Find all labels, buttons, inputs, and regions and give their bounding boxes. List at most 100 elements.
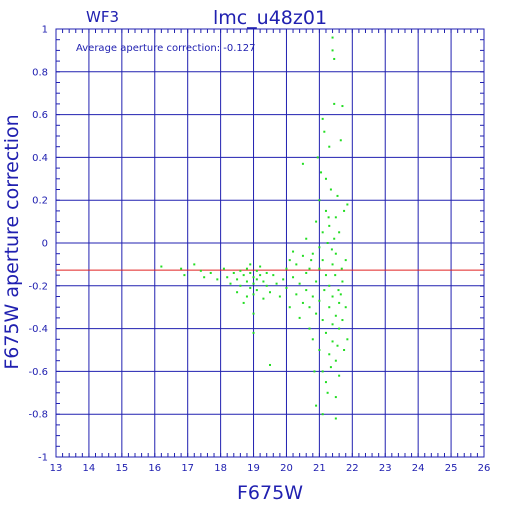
x-tick-label: 13	[50, 463, 63, 474]
data-point	[338, 327, 341, 330]
data-point	[324, 274, 327, 277]
data-point	[236, 291, 239, 294]
data-point	[315, 312, 318, 315]
data-point	[328, 284, 331, 287]
data-point	[336, 344, 339, 347]
data-point	[323, 130, 326, 133]
data-point	[232, 271, 235, 274]
data-point	[245, 280, 248, 283]
data-point	[315, 404, 318, 407]
data-point	[311, 295, 314, 298]
data-point	[315, 280, 318, 283]
data-point	[295, 293, 298, 296]
data-point	[333, 102, 336, 105]
data-point	[305, 271, 308, 274]
data-point	[333, 237, 336, 240]
x-tick-label: 21	[313, 463, 326, 474]
data-point	[262, 297, 265, 300]
data-point	[321, 259, 324, 262]
data-point	[245, 295, 248, 298]
data-point	[341, 105, 344, 108]
data-point	[333, 57, 336, 60]
data-point	[321, 413, 324, 416]
data-point	[239, 284, 242, 287]
x-tick-label: 24	[412, 463, 425, 474]
data-point	[341, 280, 344, 283]
data-point	[269, 291, 271, 294]
data-point	[285, 267, 288, 270]
data-point	[328, 224, 331, 227]
data-point	[339, 139, 342, 142]
y-axis-label: F675W aperture correction	[1, 114, 23, 369]
x-tick-label: 19	[247, 463, 260, 474]
data-point	[334, 417, 337, 420]
data-point	[343, 349, 346, 351]
data-point	[278, 295, 281, 298]
data-point	[242, 274, 245, 277]
y-tick-label: 0.8	[32, 67, 48, 78]
data-point	[339, 293, 342, 296]
data-point	[338, 301, 341, 304]
data-point	[252, 331, 255, 334]
data-point	[324, 331, 327, 334]
tick-labels: 13 14 15 16 17 18 19 20 21 22 23 24 25 26 -1 -0.8 -0.6 -0…	[28, 25, 490, 475]
x-axis-label: F675W	[237, 482, 303, 504]
data-point	[321, 231, 324, 234]
data-point	[318, 246, 321, 249]
data-point	[318, 199, 321, 202]
x-tick-label: 26	[478, 463, 491, 474]
data-point	[265, 284, 268, 287]
data-point	[315, 220, 318, 223]
panel-label: WF3	[86, 8, 119, 26]
data-point	[249, 286, 252, 289]
y-tick-label: 0.2	[32, 196, 48, 207]
data-point	[160, 265, 163, 268]
data-point	[255, 278, 258, 281]
y-tick-label: -0.4	[28, 324, 48, 335]
x-tick-label: 23	[379, 463, 392, 474]
data-point	[337, 289, 340, 292]
data-point	[334, 252, 337, 255]
data-point	[272, 274, 275, 277]
x-tick-label: 15	[115, 463, 128, 474]
x-tick-label: 25	[445, 463, 458, 474]
data-point	[203, 276, 206, 279]
data-point	[249, 263, 252, 266]
data-point	[249, 271, 252, 274]
data-point	[193, 263, 196, 266]
data-point	[199, 269, 202, 272]
data-point	[252, 282, 255, 285]
data-point	[327, 216, 330, 219]
data-point	[321, 319, 324, 322]
x-tick-label: 22	[346, 463, 359, 474]
data-point	[344, 259, 347, 262]
x-tick-label: 14	[83, 463, 96, 474]
y-tick-label: 0.6	[32, 110, 48, 121]
data-point	[338, 374, 341, 377]
data-point	[310, 259, 313, 262]
data-point	[324, 177, 327, 180]
y-tick-label: -0.8	[28, 410, 48, 421]
data-point	[328, 306, 331, 309]
data-point	[305, 237, 308, 240]
data-point	[252, 293, 255, 296]
data-point	[288, 259, 291, 262]
data-point	[346, 338, 349, 341]
data-point	[328, 353, 331, 356]
data-point	[269, 363, 271, 366]
data-point	[328, 145, 331, 148]
data-point	[346, 203, 349, 206]
data-point	[338, 231, 341, 234]
y-tick-label: 0.4	[32, 153, 48, 164]
data-points	[160, 36, 349, 420]
y-tick-label: -0.6	[28, 367, 48, 378]
x-tick-label: 18	[214, 463, 227, 474]
data-point	[318, 267, 321, 270]
data-point	[265, 271, 268, 274]
data-point	[285, 286, 288, 289]
data-point	[259, 265, 262, 268]
data-point	[334, 359, 337, 362]
data-point	[324, 209, 327, 212]
data-point	[298, 316, 301, 319]
